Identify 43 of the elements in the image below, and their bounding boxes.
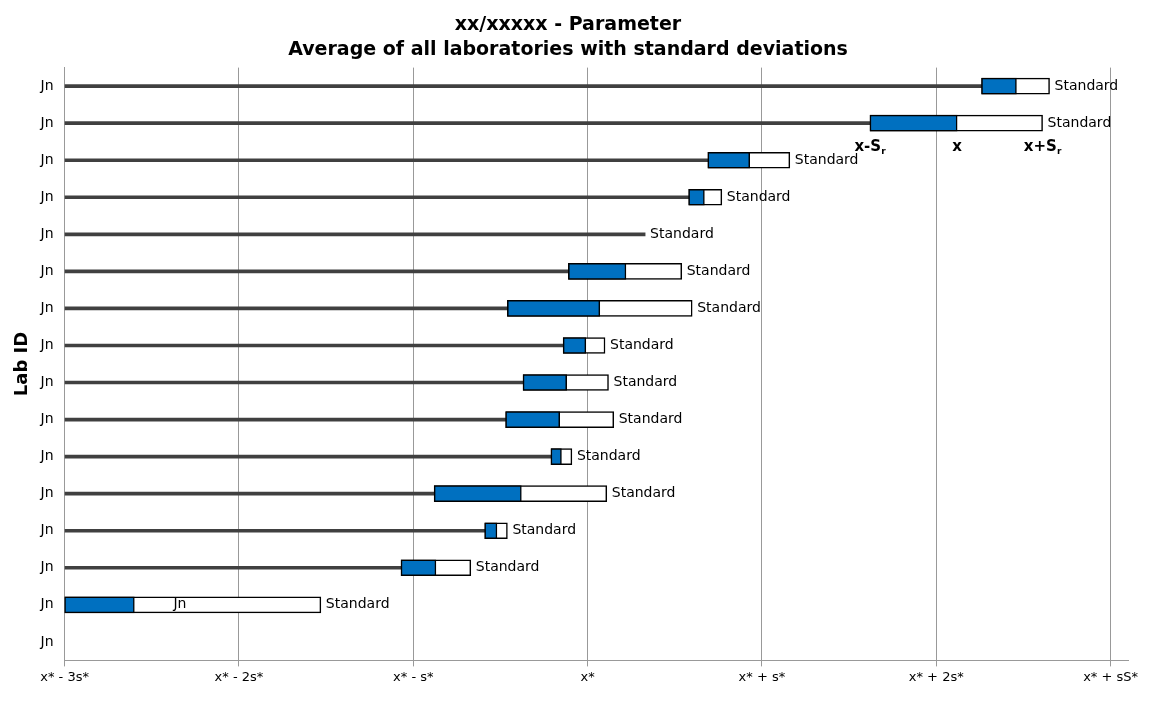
chart-title: xx/xxxxx - Parameter — [454, 12, 682, 35]
y-tick-label: Jn — [39, 484, 54, 501]
data-label: Standard — [686, 262, 751, 279]
y-tick-label: Jn — [39, 595, 54, 612]
x-tick-label: x* — [580, 668, 596, 684]
y-tick-label: Jn — [39, 632, 54, 649]
y-tick-label: Jn — [39, 336, 54, 353]
y-tick-label: Jn — [39, 410, 54, 427]
y-tick-label: Jn — [39, 373, 54, 390]
x-tick-label: x* + sS* — [1083, 668, 1139, 684]
y-tick-label: Jn — [39, 150, 54, 167]
x-tick-label: x* - s* — [393, 668, 434, 684]
annotation: Jn — [172, 595, 187, 612]
data-label: Standard — [611, 484, 676, 501]
chart-subtitle: Average of all laboratories with standard deviations — [288, 37, 848, 60]
y-tick-label: Jn — [39, 447, 54, 464]
data-label: Standard — [512, 521, 577, 538]
annotation: x — [952, 137, 963, 156]
data-label: Standard — [576, 447, 641, 464]
y-tick-label: Jn — [39, 262, 54, 279]
x-tick-label: x* + 2s* — [908, 668, 965, 684]
y-tick-label: Jn — [39, 113, 54, 130]
data-label: Standard — [475, 558, 540, 575]
y-tick-label: Jn — [39, 299, 54, 316]
data-label: Standard — [794, 150, 859, 167]
data-label: Standard — [613, 373, 678, 390]
data-label: Standard — [1047, 113, 1112, 130]
data-label: Standard — [610, 336, 674, 353]
data-label: Standard — [650, 224, 714, 241]
x-tick-label: x* + s* — [738, 668, 786, 684]
y-tick-label: Jn — [39, 558, 54, 575]
y-tick-label: Jn — [39, 521, 54, 538]
data-label: Standard — [726, 187, 791, 204]
data-label: Standard — [697, 299, 761, 316]
y-tick-label: Jn — [39, 76, 54, 93]
y-tick-label: Jn — [39, 224, 54, 241]
data-label: Standard — [618, 410, 683, 427]
y-tick-label: Jn — [39, 187, 54, 204]
y-axis-title: Lab ID — [10, 331, 32, 397]
data-label: Standard — [1054, 76, 1119, 93]
data-label: Standard — [325, 595, 390, 612]
x-tick-label: x* - 3s* — [40, 668, 90, 684]
x-tick-label: x* - 2s* — [214, 668, 264, 684]
